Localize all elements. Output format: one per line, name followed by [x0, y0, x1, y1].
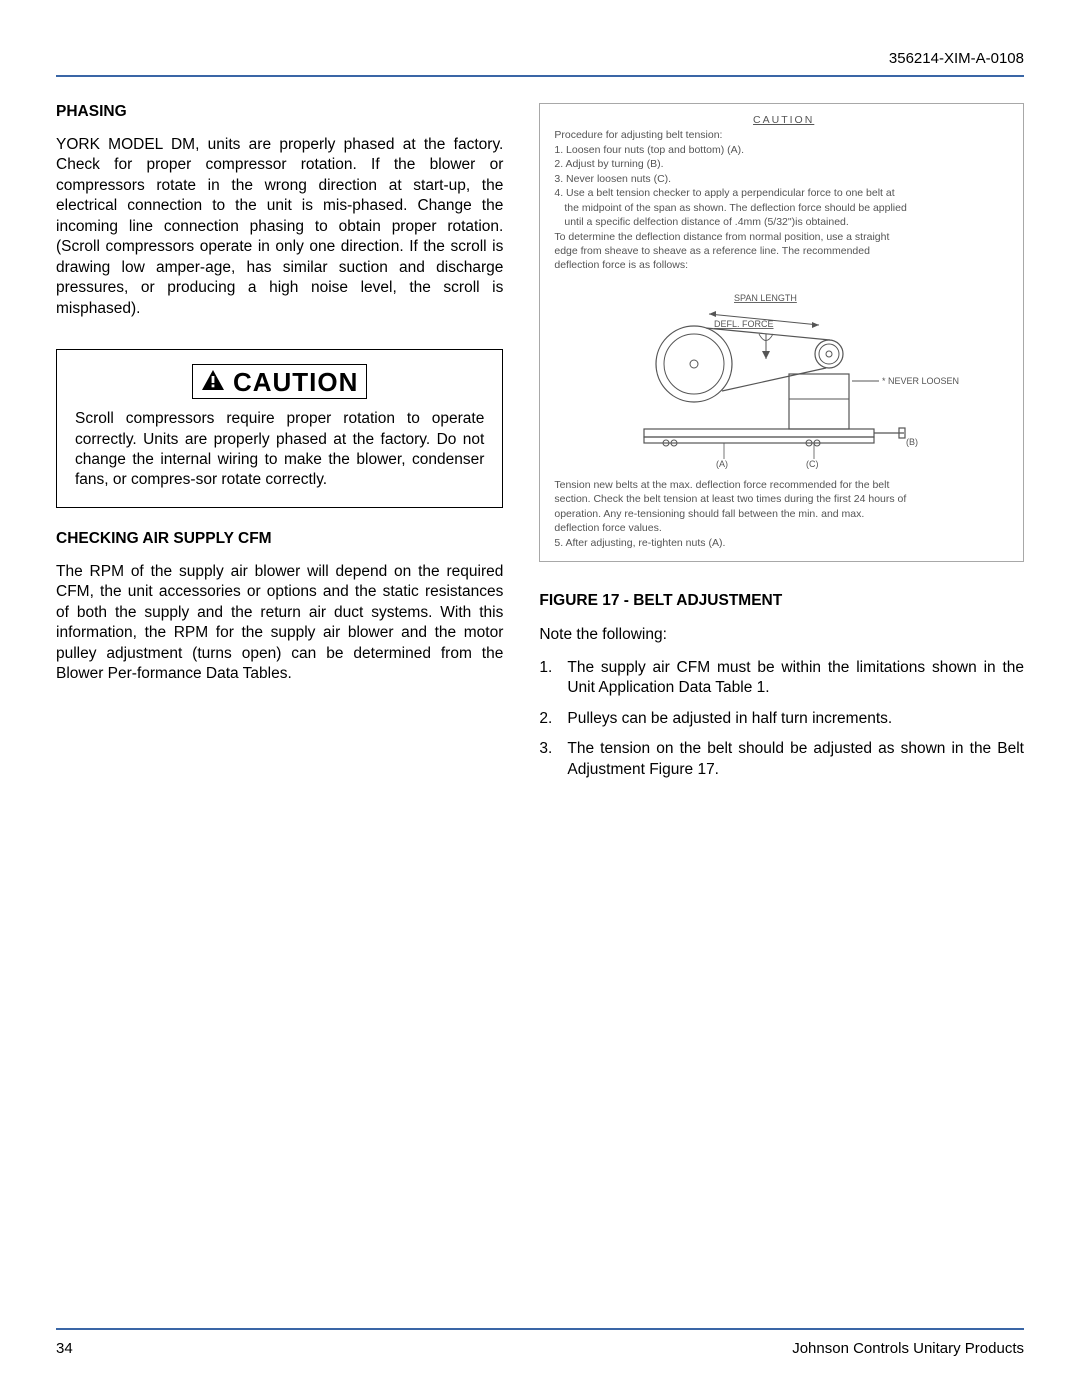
note-text: Pulleys can be adjusted in half turn inc… [567, 709, 1024, 729]
defl-force-label: DEFL. FORCE [714, 319, 774, 329]
figure-caution-title: CAUTION [554, 114, 1013, 127]
note-item-2: 2. Pulleys can be adjusted in half turn … [539, 709, 1024, 729]
caution-box: CAUTION Scroll compressors require prope… [56, 349, 503, 508]
page-footer: 34 Johnson Controls Unitary Products [56, 1328, 1024, 1357]
warning-triangle-icon [201, 369, 225, 396]
note-item-1: 1. The supply air CFM must be within the… [539, 658, 1024, 699]
note-number: 1. [539, 658, 567, 699]
figure-step-3: 3. Never loosen nuts (C). [554, 173, 1013, 186]
caution-word: CAUTION [233, 367, 358, 398]
label-c: (C) [806, 459, 819, 469]
figure-step-2: 2. Adjust by turning (B). [554, 158, 1013, 171]
figure-step-4-cont1: the midpoint of the span as shown. The d… [554, 202, 1013, 215]
left-column: PHASING YORK MODEL DM, units are properl… [56, 103, 503, 790]
note-intro: Note the following: [539, 626, 1024, 644]
figure-step-4: 4. Use a belt tension checker to apply a… [554, 187, 1013, 200]
cfm-heading: CHECKING AIR SUPPLY CFM [56, 530, 503, 548]
belt-adjustment-figure: CAUTION Procedure for adjusting belt ten… [539, 103, 1024, 562]
span-length-label: SPAN LENGTH [734, 293, 797, 303]
figure-intro: Procedure for adjusting belt tension: [554, 129, 1013, 142]
note-text: The tension on the belt should be adjust… [567, 739, 1024, 780]
publisher: Johnson Controls Unitary Products [792, 1340, 1024, 1357]
caution-body-text: Scroll compressors require proper rotati… [75, 409, 484, 491]
note-item-3: 3. The tension on the belt should be adj… [539, 739, 1024, 780]
caution-header: CAUTION [75, 364, 484, 399]
figure-post-3: deflection force is as follows: [554, 259, 1013, 272]
figure-tension-note-1: Tension new belts at the max. deflection… [554, 479, 1013, 492]
cfm-paragraph: The RPM of the supply air blower will de… [56, 562, 503, 685]
two-column-layout: PHASING YORK MODEL DM, units are properl… [56, 103, 1024, 790]
figure-tension-note-2: section. Check the belt tension at least… [554, 493, 1013, 506]
top-rule [56, 75, 1024, 77]
figure-step-4-cont2: until a specific delfection distance of … [554, 216, 1013, 229]
page: 356214-XIM-A-0108 PHASING YORK MODEL DM,… [0, 0, 1080, 1397]
figure-post-2: edge from sheave to sheave as a referenc… [554, 245, 1013, 258]
label-a: (A) [716, 459, 728, 469]
belt-diagram: SPAN LENGTH DEFL. FORCE * NEVER LOOSEN (… [554, 279, 1013, 469]
never-loosen-label: * NEVER LOOSEN [882, 376, 959, 386]
phasing-paragraph: YORK MODEL DM, units are properly phased… [56, 135, 503, 319]
figure-caption: FIGURE 17 - BELT ADJUSTMENT [539, 592, 1024, 610]
figure-tension-note-4: deflection force values. [554, 522, 1013, 535]
bottom-rule [56, 1328, 1024, 1330]
figure-tension-note-3: operation. Any re-tensioning should fall… [554, 508, 1013, 521]
right-column: CAUTION Procedure for adjusting belt ten… [539, 103, 1024, 790]
figure-step-5: 5. After adjusting, re-tighten nuts (A). [554, 537, 1013, 550]
figure-step-1: 1. Loosen four nuts (top and bottom) (A)… [554, 144, 1013, 157]
document-id: 356214-XIM-A-0108 [56, 50, 1024, 67]
note-text: The supply air CFM must be within the li… [567, 658, 1024, 699]
phasing-heading: PHASING [56, 103, 503, 121]
note-number: 3. [539, 739, 567, 780]
figure-post-1: To determine the deflection distance fro… [554, 231, 1013, 244]
label-b: (B) [906, 437, 918, 447]
caution-label: CAUTION [192, 364, 367, 399]
notes-list: 1. The supply air CFM must be within the… [539, 658, 1024, 780]
note-number: 2. [539, 709, 567, 729]
page-number: 34 [56, 1340, 73, 1357]
